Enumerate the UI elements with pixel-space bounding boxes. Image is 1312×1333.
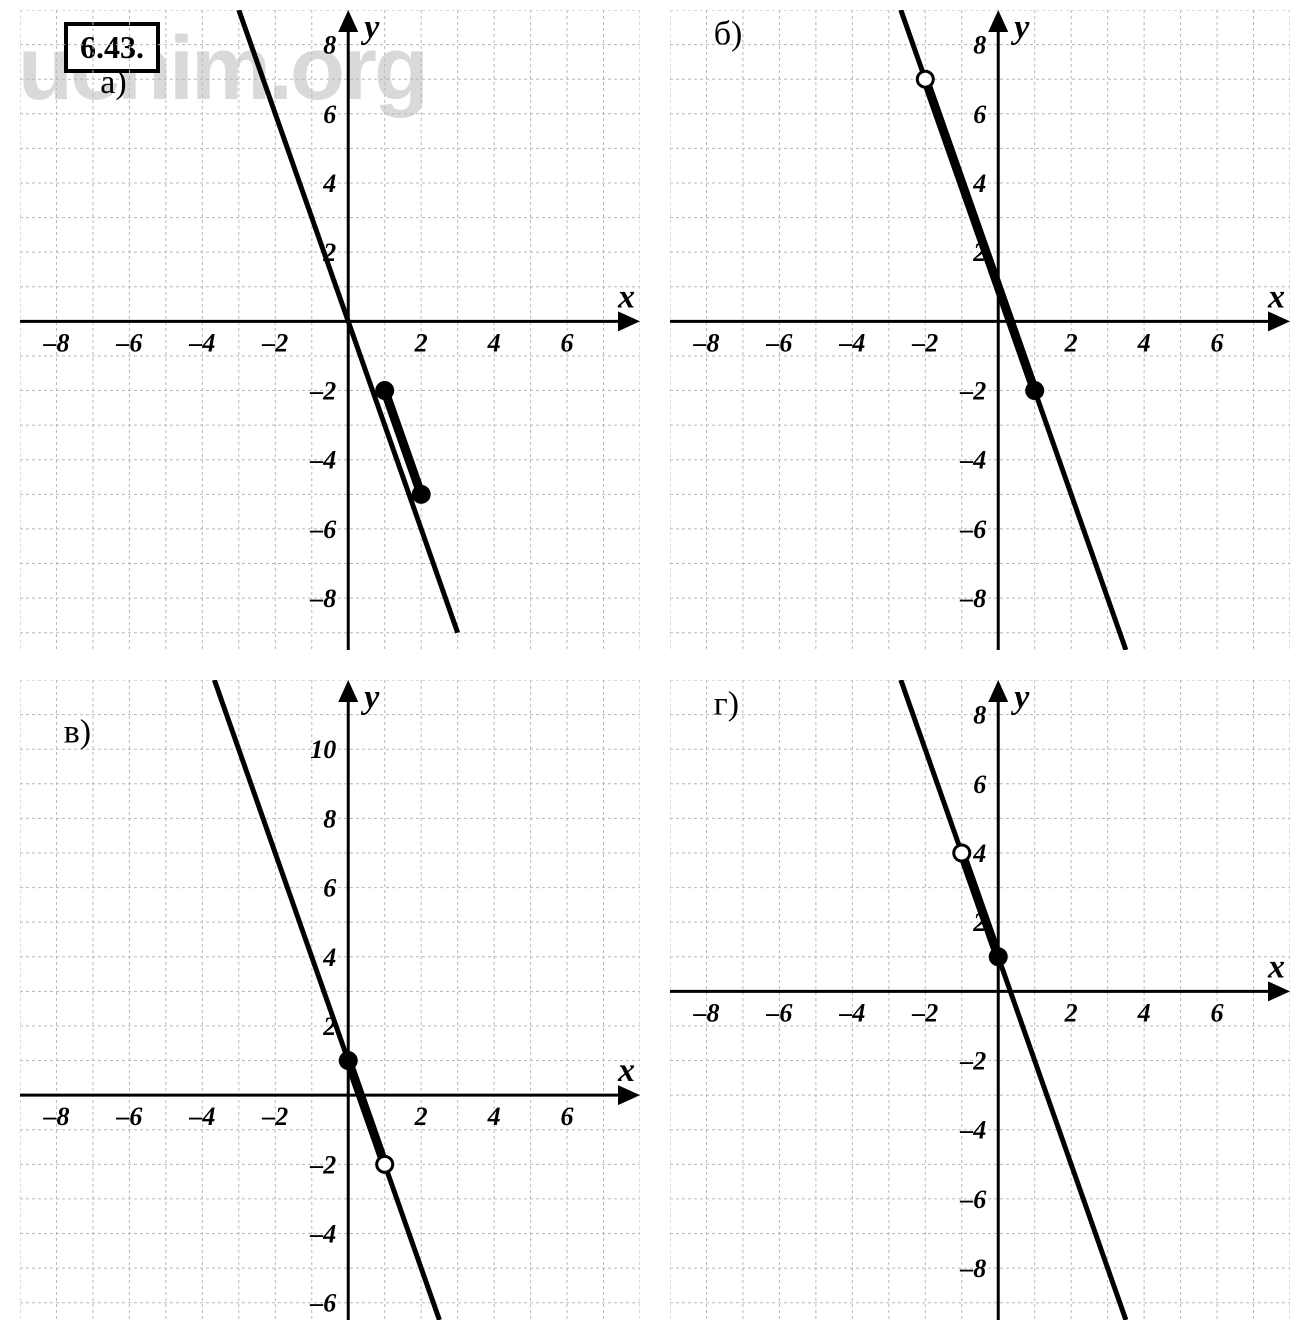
svg-text:–8: –8 xyxy=(959,1254,986,1283)
svg-text:8: 8 xyxy=(973,701,986,730)
chart-panel-v: –8–6–4–2246–6–4–2246810xyв) xyxy=(20,680,640,1320)
highlighted-segment xyxy=(348,1061,384,1165)
svg-text:2: 2 xyxy=(414,1102,428,1131)
endpoint-1-open xyxy=(917,71,933,87)
svg-text:2: 2 xyxy=(1064,998,1078,1027)
svg-text:8: 8 xyxy=(973,31,986,60)
svg-text:6: 6 xyxy=(1211,328,1224,357)
svg-text:4: 4 xyxy=(1137,998,1151,1027)
svg-text:8: 8 xyxy=(323,804,336,833)
svg-text:–4: –4 xyxy=(309,446,336,475)
svg-text:4: 4 xyxy=(972,169,986,198)
endpoint-1-closed xyxy=(377,383,393,399)
chart-svg: –8–6–4–2246–8–6–4–22468xyг) xyxy=(670,680,1290,1320)
svg-text:4: 4 xyxy=(1137,328,1151,357)
chart-svg: –8–6–4–2246–6–4–2246810xyв) xyxy=(20,680,640,1320)
svg-text:–8: –8 xyxy=(692,328,719,357)
panel-label: б) xyxy=(714,16,743,53)
svg-text:2: 2 xyxy=(1064,328,1078,357)
svg-text:–8: –8 xyxy=(692,998,719,1027)
svg-text:–2: –2 xyxy=(959,377,986,406)
x-axis-label: x xyxy=(1267,278,1285,315)
svg-text:6: 6 xyxy=(1211,998,1224,1027)
chart-panel-g: –8–6–4–2246–8–6–4–22468xyг) xyxy=(670,680,1290,1320)
svg-text:4: 4 xyxy=(487,1102,501,1131)
svg-text:4: 4 xyxy=(487,328,501,357)
svg-text:6: 6 xyxy=(323,100,336,129)
svg-text:–4: –4 xyxy=(838,998,865,1027)
svg-text:–6: –6 xyxy=(765,998,792,1027)
panel-label: а) xyxy=(100,64,126,101)
x-axis-label: x xyxy=(1267,948,1285,985)
svg-text:–8: –8 xyxy=(959,584,986,613)
svg-text:–4: –4 xyxy=(959,1116,986,1145)
svg-text:–4: –4 xyxy=(188,328,215,357)
svg-text:8: 8 xyxy=(323,31,336,60)
x-axis-label: x xyxy=(617,1052,635,1089)
svg-text:–4: –4 xyxy=(838,328,865,357)
y-axis-label: y xyxy=(1010,680,1030,716)
svg-text:–4: –4 xyxy=(188,1102,215,1131)
svg-text:6: 6 xyxy=(973,770,986,799)
endpoint-1-closed xyxy=(340,1053,356,1069)
svg-text:–6: –6 xyxy=(115,1102,142,1131)
page-root: uchim.org 6.43. –8–6–4–2246–8–6–4–22468x… xyxy=(0,0,1312,1333)
svg-text:4: 4 xyxy=(322,943,336,972)
y-axis-label: y xyxy=(1010,10,1030,46)
svg-text:–2: –2 xyxy=(911,998,938,1027)
svg-text:6: 6 xyxy=(973,100,986,129)
chart-svg: –8–6–4–2246–8–6–4–22468xyа) xyxy=(20,10,640,650)
chart-panel-b: –8–6–4–2246–8–6–4–22468xyб) xyxy=(670,10,1290,650)
svg-text:–6: –6 xyxy=(765,328,792,357)
svg-text:–8: –8 xyxy=(42,328,69,357)
svg-text:–8: –8 xyxy=(42,1102,69,1131)
svg-text:–6: –6 xyxy=(115,328,142,357)
panel-label: г) xyxy=(714,686,739,723)
panel-label: в) xyxy=(64,713,91,750)
svg-text:6: 6 xyxy=(561,328,574,357)
svg-text:10: 10 xyxy=(310,735,336,764)
highlighted-segment xyxy=(962,853,998,957)
svg-text:–2: –2 xyxy=(261,328,288,357)
svg-text:6: 6 xyxy=(323,874,336,903)
chart-panel-a: –8–6–4–2246–8–6–4–22468xyа) xyxy=(20,10,640,650)
svg-text:–6: –6 xyxy=(959,515,986,544)
svg-text:–2: –2 xyxy=(309,1150,336,1179)
endpoint-1-open xyxy=(954,845,970,861)
svg-text:–6: –6 xyxy=(309,1289,336,1318)
svg-text:2: 2 xyxy=(414,328,428,357)
svg-text:–6: –6 xyxy=(959,1185,986,1214)
svg-text:–2: –2 xyxy=(261,1102,288,1131)
svg-text:–4: –4 xyxy=(309,1220,336,1249)
endpoint-2-closed xyxy=(990,949,1006,965)
endpoint-2-closed xyxy=(413,486,429,502)
svg-text:4: 4 xyxy=(972,839,986,868)
svg-text:–2: –2 xyxy=(309,377,336,406)
chart-svg: –8–6–4–2246–8–6–4–22468xyб) xyxy=(670,10,1290,650)
endpoint-2-open xyxy=(377,1156,393,1172)
svg-text:–8: –8 xyxy=(309,584,336,613)
x-axis-label: x xyxy=(617,278,635,315)
svg-text:–4: –4 xyxy=(959,446,986,475)
svg-text:6: 6 xyxy=(561,1102,574,1131)
svg-text:–2: –2 xyxy=(911,328,938,357)
svg-text:4: 4 xyxy=(322,169,336,198)
svg-text:–6: –6 xyxy=(309,515,336,544)
y-axis-label: y xyxy=(360,10,380,46)
endpoint-2-closed xyxy=(1027,383,1043,399)
y-axis-label: y xyxy=(360,680,380,716)
svg-text:–2: –2 xyxy=(959,1047,986,1076)
